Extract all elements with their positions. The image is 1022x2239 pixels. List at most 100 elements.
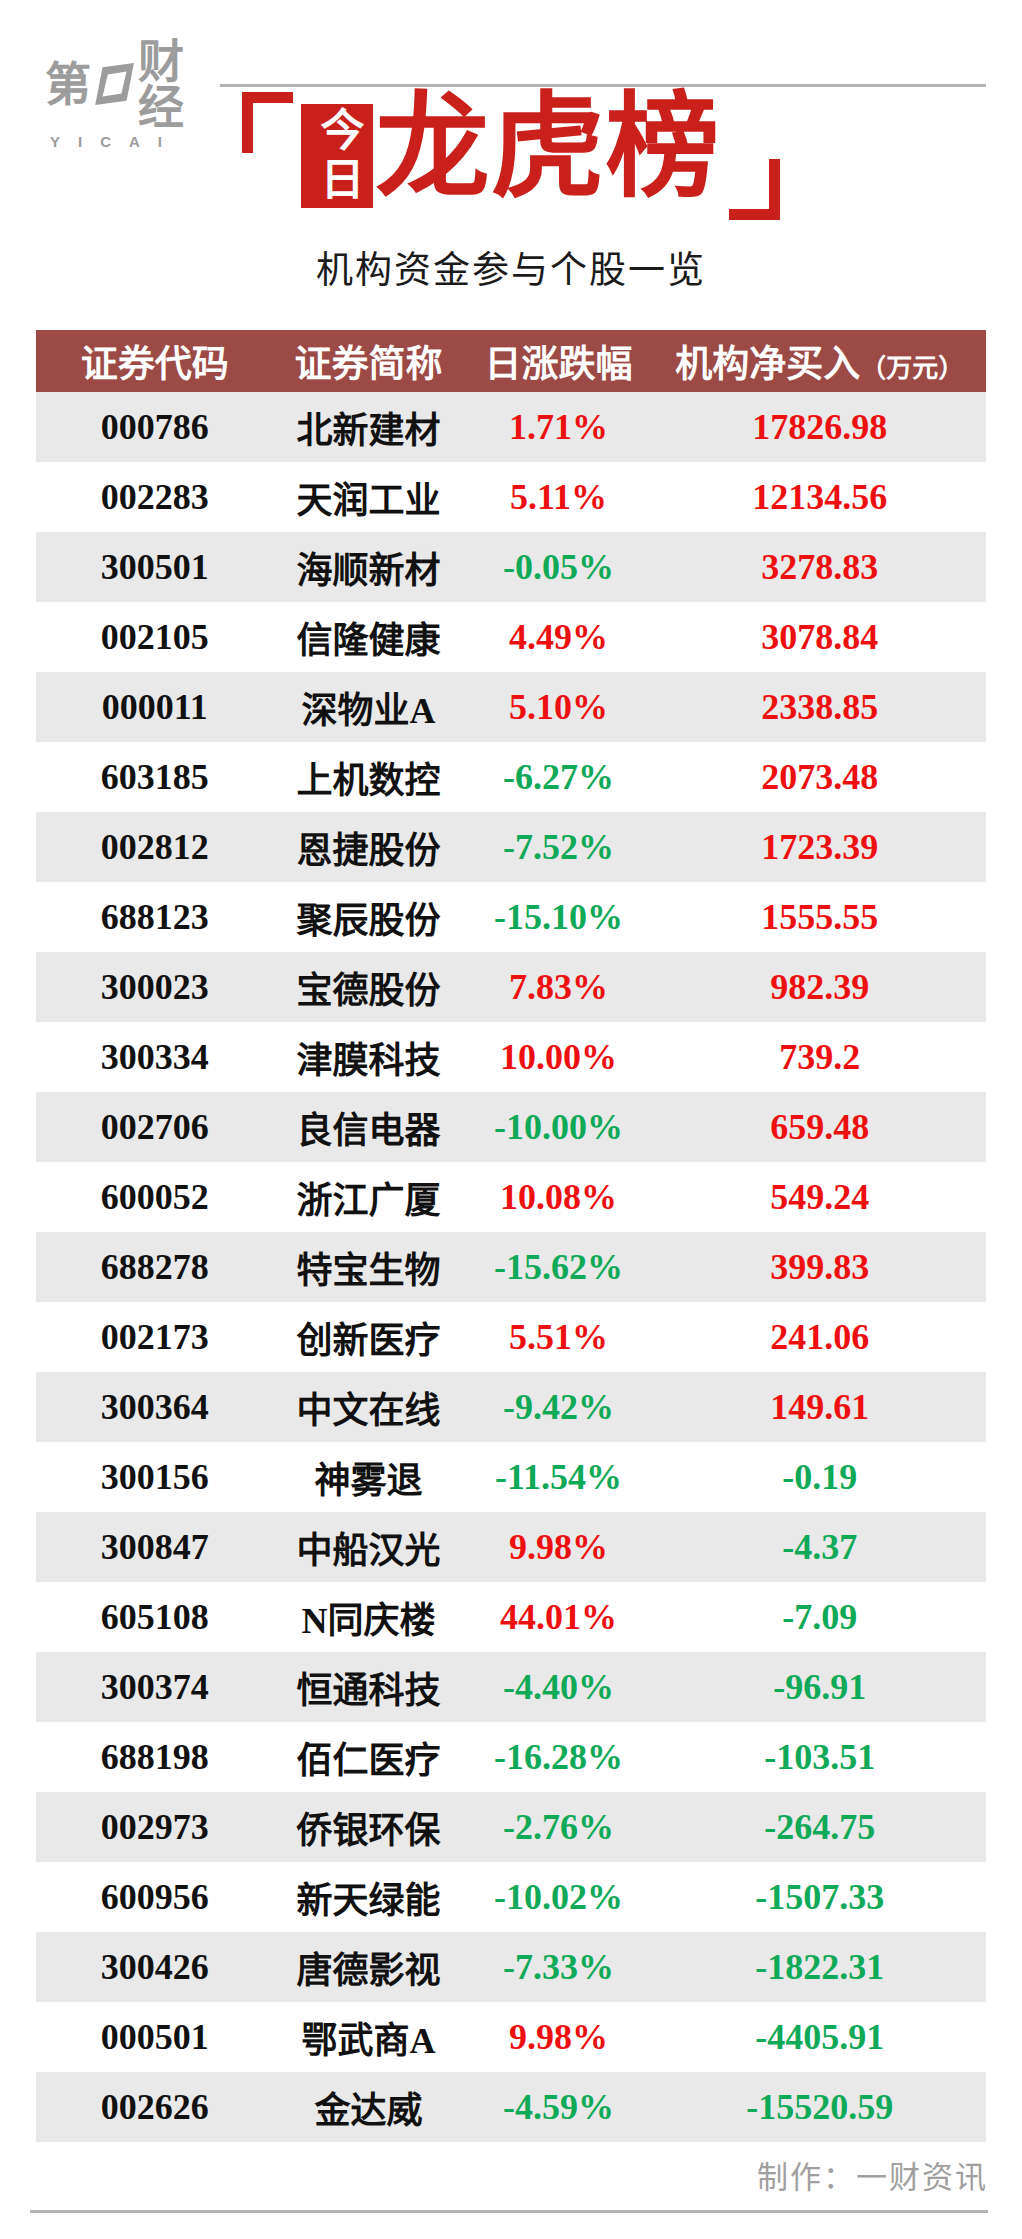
- col-header-code: 证券代码: [36, 334, 274, 388]
- institution-net-buy: 659.48: [654, 1106, 987, 1148]
- table-row: 002283 天润工业 5.11% 12134.56: [36, 462, 986, 532]
- stock-code: 300847: [36, 1526, 274, 1568]
- institution-net-buy: -7.09: [654, 1596, 987, 1638]
- daily-change: -9.42%: [464, 1386, 654, 1428]
- title-text: 龙虎榜: [375, 88, 720, 209]
- stock-name: 唐德影视: [274, 1941, 464, 1993]
- daily-change: 10.00%: [464, 1036, 654, 1078]
- daily-change: -16.28%: [464, 1736, 654, 1778]
- stock-code: 300426: [36, 1946, 274, 1988]
- stock-name: 金达威: [274, 2081, 464, 2133]
- footer-divider: [30, 2210, 988, 2213]
- daily-change: 5.51%: [464, 1316, 654, 1358]
- col-header-change: 日涨跌幅: [464, 334, 654, 388]
- stock-name: 宝德股份: [274, 961, 464, 1013]
- net-buy-unit: （万元）: [860, 354, 964, 383]
- institution-net-buy: 2073.48: [654, 756, 987, 798]
- stock-code: 000011: [36, 686, 274, 728]
- institution-net-buy: -4.37: [654, 1526, 987, 1568]
- table-row: 688198 佰仁医疗 -16.28% -103.51: [36, 1722, 986, 1792]
- stock-name: 中船汉光: [274, 1521, 464, 1573]
- table-row: 002812 恩捷股份 -7.52% 1723.39: [36, 812, 986, 882]
- open-corner-bracket-icon: [242, 92, 293, 153]
- stock-code: 002812: [36, 826, 274, 868]
- table-row: 605108 N同庆楼 44.01% -7.09: [36, 1582, 986, 1652]
- daily-change: 10.08%: [464, 1176, 654, 1218]
- institution-net-buy: -0.19: [654, 1456, 987, 1498]
- table-row: 002173 创新医疗 5.51% 241.06: [36, 1302, 986, 1372]
- institution-net-buy: 17826.98: [654, 406, 987, 448]
- institution-net-buy: -4405.91: [654, 2016, 987, 2058]
- close-corner-bracket-icon: [729, 159, 780, 220]
- table-row: 688123 聚辰股份 -15.10% 1555.55: [36, 882, 986, 952]
- stock-code: 603185: [36, 756, 274, 798]
- institution-net-buy: 241.06: [654, 1316, 987, 1358]
- institution-net-buy: 982.39: [654, 966, 987, 1008]
- table-row: 002626 金达威 -4.59% -15520.59: [36, 2072, 986, 2142]
- stock-code: 002105: [36, 616, 274, 658]
- daily-change: 5.11%: [464, 476, 654, 518]
- stock-code: 300501: [36, 546, 274, 588]
- daily-change: 7.83%: [464, 966, 654, 1008]
- table-row: 300426 唐德影视 -7.33% -1822.31: [36, 1932, 986, 2002]
- daily-change: -6.27%: [464, 756, 654, 798]
- daily-change: -10.00%: [464, 1106, 654, 1148]
- table-row: 300023 宝德股份 7.83% 982.39: [36, 952, 986, 1022]
- stock-code: 300364: [36, 1386, 274, 1428]
- stock-name: 海顺新材: [274, 541, 464, 593]
- institution-net-buy: -1507.33: [654, 1876, 987, 1918]
- stock-name: 浙江广厦: [274, 1171, 464, 1223]
- daily-change: 1.71%: [464, 406, 654, 448]
- institution-net-buy: 3278.83: [654, 546, 987, 588]
- daily-change: 9.98%: [464, 1526, 654, 1568]
- stock-name: 良信电器: [274, 1101, 464, 1153]
- institution-net-buy: 1723.39: [654, 826, 987, 868]
- institution-net-buy: -264.75: [654, 1806, 987, 1848]
- page-title: 今日 龙虎榜: [0, 88, 1022, 220]
- stock-code: 002973: [36, 1806, 274, 1848]
- table-row: 002706 良信电器 -10.00% 659.48: [36, 1092, 986, 1162]
- stock-name: 聚辰股份: [274, 891, 464, 943]
- daily-change: -11.54%: [464, 1456, 654, 1498]
- stock-name: 侨银环保: [274, 1801, 464, 1853]
- stock-name: 新天绿能: [274, 1871, 464, 1923]
- table-row: 300334 津膜科技 10.00% 739.2: [36, 1022, 986, 1092]
- table-body: 000786 北新建材 1.71% 17826.98 002283 天润工业 5…: [36, 392, 986, 2142]
- institution-net-buy: 12134.56: [654, 476, 987, 518]
- stock-code: 002706: [36, 1106, 274, 1148]
- stock-name: 神雾退: [274, 1451, 464, 1503]
- institution-net-buy: 1555.55: [654, 896, 987, 938]
- institution-net-buy: 739.2: [654, 1036, 987, 1078]
- stock-code: 002626: [36, 2086, 274, 2128]
- daily-change: -15.62%: [464, 1246, 654, 1288]
- stock-code: 600052: [36, 1176, 274, 1218]
- table-row: 300501 海顺新材 -0.05% 3278.83: [36, 532, 986, 602]
- stock-code: 002173: [36, 1316, 274, 1358]
- table-row: 300156 神雾退 -11.54% -0.19: [36, 1442, 986, 1512]
- stock-name: 天润工业: [274, 471, 464, 523]
- table-header-row: 证券代码 证券简称 日涨跌幅 机构净买入（万元）: [36, 330, 986, 392]
- stock-name: 特宝生物: [274, 1241, 464, 1293]
- table-row: 600956 新天绿能 -10.02% -1507.33: [36, 1862, 986, 1932]
- institution-net-buy: 2338.85: [654, 686, 987, 728]
- institution-net-buy: 3078.84: [654, 616, 987, 658]
- institution-net-buy: -96.91: [654, 1666, 987, 1708]
- daily-change: -4.59%: [464, 2086, 654, 2128]
- stock-code: 000501: [36, 2016, 274, 2058]
- stock-code: 605108: [36, 1596, 274, 1638]
- credit-text: 制作：一财资讯: [757, 2152, 988, 2197]
- subtitle: 机构资金参与个股一览: [0, 240, 1022, 294]
- daily-change: -4.40%: [464, 1666, 654, 1708]
- daily-change: -10.02%: [464, 1876, 654, 1918]
- stock-code: 688198: [36, 1736, 274, 1778]
- institution-net-buy: 399.83: [654, 1246, 987, 1288]
- today-badge-label: 今日: [315, 107, 359, 205]
- daily-change: -15.10%: [464, 896, 654, 938]
- stock-code: 688278: [36, 1246, 274, 1288]
- stock-name: 中文在线: [274, 1381, 464, 1433]
- table-row: 603185 上机数控 -6.27% 2073.48: [36, 742, 986, 812]
- institution-net-buy: -1822.31: [654, 1946, 987, 1988]
- daily-change: 44.01%: [464, 1596, 654, 1638]
- stock-name: 上机数控: [274, 751, 464, 803]
- table-row: 000011 深物业A 5.10% 2338.85: [36, 672, 986, 742]
